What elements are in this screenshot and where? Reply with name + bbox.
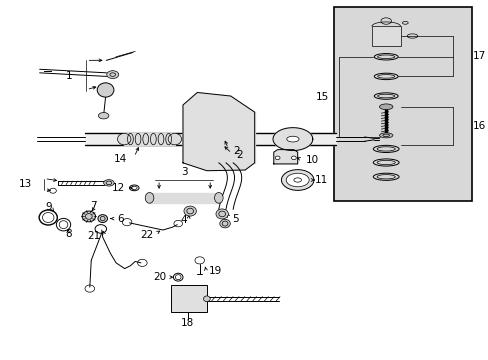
Text: 13: 13 bbox=[19, 179, 32, 189]
Text: 4: 4 bbox=[180, 215, 186, 225]
Ellipse shape bbox=[97, 83, 114, 97]
Text: 1: 1 bbox=[65, 71, 72, 81]
Text: 2: 2 bbox=[233, 146, 239, 156]
Ellipse shape bbox=[219, 219, 230, 228]
Text: 10: 10 bbox=[305, 155, 318, 165]
Ellipse shape bbox=[379, 133, 392, 138]
Text: 14: 14 bbox=[113, 154, 126, 164]
Ellipse shape bbox=[106, 71, 119, 78]
Text: 2: 2 bbox=[236, 150, 243, 160]
Bar bbox=[171, 285, 206, 312]
Text: 9: 9 bbox=[45, 202, 51, 212]
Text: 12: 12 bbox=[111, 183, 124, 193]
Ellipse shape bbox=[117, 134, 131, 145]
Ellipse shape bbox=[285, 173, 308, 187]
Ellipse shape bbox=[82, 211, 95, 222]
Text: 22: 22 bbox=[140, 230, 153, 240]
Bar bbox=[371, 26, 400, 46]
Ellipse shape bbox=[286, 136, 299, 142]
Ellipse shape bbox=[216, 209, 228, 219]
Text: 19: 19 bbox=[209, 266, 222, 276]
Circle shape bbox=[291, 156, 296, 159]
Text: 16: 16 bbox=[472, 121, 486, 131]
Polygon shape bbox=[183, 93, 254, 171]
Polygon shape bbox=[273, 150, 297, 164]
Ellipse shape bbox=[281, 170, 313, 190]
Text: 7: 7 bbox=[90, 202, 96, 211]
Text: 20: 20 bbox=[153, 272, 166, 282]
Ellipse shape bbox=[214, 193, 223, 203]
Ellipse shape bbox=[98, 215, 107, 222]
Text: 21: 21 bbox=[87, 231, 101, 242]
Ellipse shape bbox=[168, 134, 181, 145]
Ellipse shape bbox=[145, 193, 154, 203]
Text: 6: 6 bbox=[117, 213, 123, 224]
Text: 3: 3 bbox=[181, 167, 187, 177]
Text: 5: 5 bbox=[232, 213, 238, 224]
Ellipse shape bbox=[379, 104, 392, 110]
Ellipse shape bbox=[103, 180, 114, 186]
Polygon shape bbox=[272, 128, 312, 150]
Text: 18: 18 bbox=[181, 318, 194, 328]
Text: 8: 8 bbox=[65, 229, 71, 239]
Text: 15: 15 bbox=[315, 92, 328, 102]
Bar bbox=[333, 7, 471, 202]
Ellipse shape bbox=[183, 206, 196, 216]
Text: 11: 11 bbox=[314, 175, 327, 185]
Text: 17: 17 bbox=[472, 51, 486, 61]
Ellipse shape bbox=[203, 296, 210, 302]
Ellipse shape bbox=[98, 112, 109, 119]
Circle shape bbox=[275, 156, 280, 159]
